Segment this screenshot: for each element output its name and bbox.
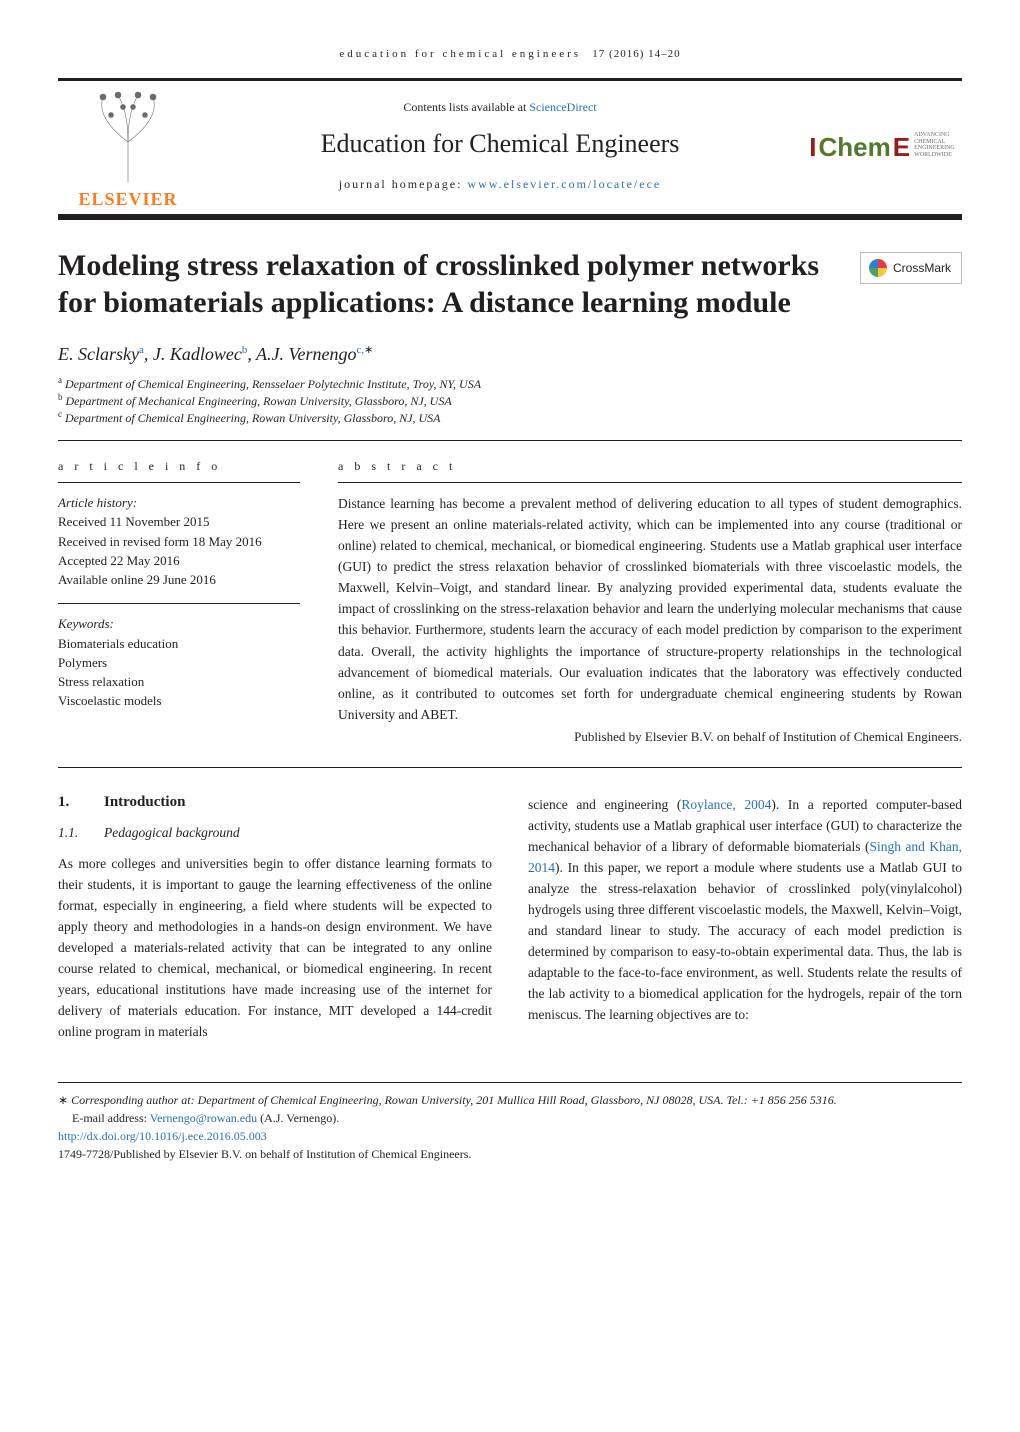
running-head-journal: education for chemical engineers: [339, 48, 581, 60]
sciencedirect-link[interactable]: ScienceDirect: [529, 100, 596, 114]
abstract-publication-line: Published by Elsevier B.V. on behalf of …: [338, 729, 962, 745]
corresponding-email-link[interactable]: Vernengo@rowan.edu: [150, 1111, 257, 1125]
history-revised: Received in revised form 18 May 2016: [58, 532, 300, 551]
info-rule-1: [58, 482, 300, 483]
section-1-title: Introduction: [104, 794, 185, 810]
history-received: Received 11 November 2015: [58, 512, 300, 531]
email-line: E-mail address: Vernengo@rowan.edu (A.J.…: [72, 1109, 962, 1127]
divider-top: [58, 440, 962, 441]
affiliation-b: Department of Mechanical Engineering, Ro…: [66, 394, 452, 408]
keywords-label: Keywords:: [58, 614, 300, 633]
running-head-vol: 17 (2016) 14–20: [592, 48, 680, 60]
keyword-3: Stress relaxation: [58, 672, 300, 691]
doi-link[interactable]: http://dx.doi.org/10.1016/j.ece.2016.05.…: [58, 1129, 267, 1143]
section-1-1-title: Pedagogical background: [104, 825, 240, 840]
author-list: E. Sclarskya, J. Kadlowecb, A.J. Verneng…: [58, 343, 962, 365]
affiliation-c: Department of Chemical Engineering, Rowa…: [65, 411, 441, 425]
keyword-1: Biomaterials education: [58, 634, 300, 653]
footnotes: ∗ Corresponding author at: Department of…: [58, 1082, 962, 1163]
section-1-1-heading: 1.1.Pedagogical background: [58, 825, 492, 841]
abstract-text: Distance learning has become a prevalent…: [338, 493, 962, 725]
keyword-2: Polymers: [58, 653, 300, 672]
icheme-e: E: [893, 132, 910, 163]
history-label: Article history:: [58, 493, 300, 512]
journal-name: Education for Chemical Engineers: [321, 129, 680, 159]
icheme-chem: Chem: [818, 132, 890, 163]
section-1-number: 1.: [58, 794, 104, 811]
body-columns: 1.Introduction 1.1.Pedagogical backgroun…: [58, 794, 962, 1042]
author-1: E. Sclarsky: [58, 344, 139, 364]
homepage-prefix: journal homepage:: [339, 177, 468, 191]
icheme-logo: IChemE ADVANCING CHEMICAL ENGINEERING WO…: [809, 132, 955, 163]
abstract-rule: [338, 482, 962, 483]
copyright-line: 1749-7728/Published by Elsevier B.V. on …: [58, 1145, 962, 1163]
body-left-p1: As more colleges and universities begin …: [58, 853, 492, 1042]
contents-available-line: Contents lists available at ScienceDirec…: [403, 100, 596, 115]
icheme-i: I: [809, 132, 816, 163]
history-accepted: Accepted 22 May 2016: [58, 551, 300, 570]
info-rule-2: [58, 603, 300, 604]
publisher-logo-block: ELSEVIER: [58, 81, 198, 214]
article-title: Modeling stress relaxation of crosslinke…: [58, 248, 822, 321]
elsevier-tree-icon: [73, 87, 183, 187]
abstract-heading: a b s t r a c t: [338, 459, 962, 474]
running-head: education for chemical engineers 17 (201…: [58, 48, 962, 60]
article-info-heading: a r t i c l e i n f o: [58, 459, 300, 474]
section-1-1-number: 1.1.: [58, 825, 104, 841]
crossmark-icon: [869, 259, 887, 277]
author-3: A.J. Vernengo: [256, 344, 356, 364]
ref-roylance-2004[interactable]: Roylance, 2004: [681, 797, 771, 812]
masthead: ELSEVIER Contents lists available at Sci…: [58, 78, 962, 220]
author-2: J. Kadlowec: [153, 344, 242, 364]
history-online: Available online 29 June 2016: [58, 570, 300, 589]
crossmark-label: CrossMark: [893, 261, 951, 275]
section-1-heading: 1.Introduction: [58, 794, 492, 811]
keyword-4: Viscoelastic models: [58, 691, 300, 710]
contents-prefix: Contents lists available at: [403, 100, 529, 114]
body-right-p1: science and engineering (Roylance, 2004)…: [528, 794, 962, 1026]
article-history: Article history: Received 11 November 20…: [58, 493, 300, 589]
corresponding-author-note: ∗ Corresponding author at: Department of…: [58, 1091, 962, 1109]
icheme-tagline: ADVANCING CHEMICAL ENGINEERING WORLDWIDE: [914, 132, 955, 158]
keywords-block: Keywords: Biomaterials education Polymer…: [58, 614, 300, 710]
affiliations: a Department of Chemical Engineering, Re…: [58, 375, 962, 426]
journal-homepage-link[interactable]: www.elsevier.com/locate/ece: [467, 177, 661, 191]
divider-main: [58, 767, 962, 768]
crossmark-badge[interactable]: CrossMark: [860, 252, 962, 284]
journal-homepage-line: journal homepage: www.elsevier.com/locat…: [339, 177, 661, 192]
elsevier-wordmark: ELSEVIER: [78, 189, 177, 210]
affiliation-a: Department of Chemical Engineering, Rens…: [65, 377, 481, 391]
author-3-corresponding-star[interactable]: ∗: [364, 344, 373, 356]
